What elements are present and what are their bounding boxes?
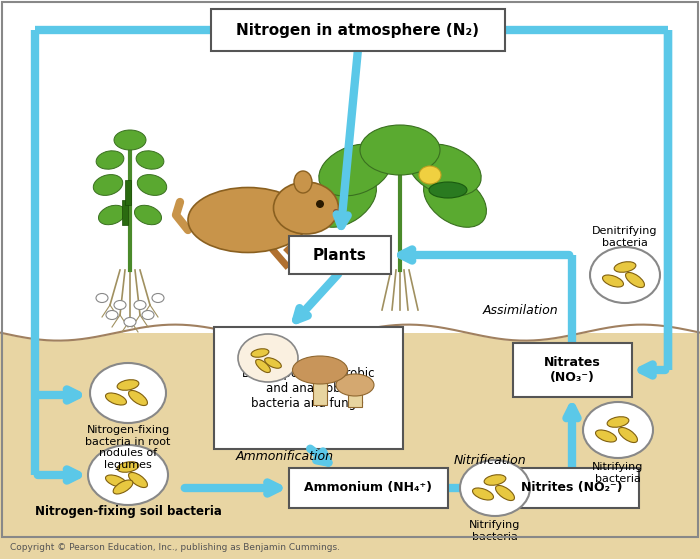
FancyBboxPatch shape [289, 236, 391, 274]
Ellipse shape [113, 480, 133, 494]
Ellipse shape [88, 445, 168, 505]
Ellipse shape [134, 205, 162, 225]
Ellipse shape [117, 462, 139, 472]
Ellipse shape [318, 144, 391, 196]
Ellipse shape [142, 310, 154, 320]
Ellipse shape [256, 359, 270, 372]
Text: Copyright © Pearson Education, Inc., publishing as Benjamin Cummings.: Copyright © Pearson Education, Inc., pub… [10, 543, 340, 552]
Ellipse shape [106, 475, 127, 487]
Circle shape [333, 209, 339, 215]
Text: Assimilation: Assimilation [482, 304, 558, 316]
Ellipse shape [106, 393, 127, 405]
FancyBboxPatch shape [211, 9, 505, 51]
Circle shape [316, 200, 324, 208]
Ellipse shape [152, 293, 164, 302]
Ellipse shape [114, 130, 146, 150]
Ellipse shape [473, 488, 494, 500]
Ellipse shape [496, 485, 514, 500]
Ellipse shape [137, 174, 167, 196]
Ellipse shape [93, 174, 122, 196]
Bar [125, 180, 131, 205]
Text: Denitrifying
bacteria: Denitrifying bacteria [592, 226, 658, 248]
Text: Nitrates
(NO₃⁻): Nitrates (NO₃⁻) [544, 356, 601, 384]
Text: Ammonification: Ammonification [236, 451, 334, 463]
Ellipse shape [409, 144, 481, 196]
Ellipse shape [129, 472, 148, 487]
Text: Decomposers (aerobic
and anaerobic
bacteria and fungi): Decomposers (aerobic and anaerobic bacte… [241, 367, 374, 410]
Ellipse shape [106, 310, 118, 320]
Ellipse shape [626, 272, 645, 287]
Text: Nitrites (NO₂⁻): Nitrites (NO₂⁻) [522, 481, 623, 495]
Text: Plants: Plants [313, 248, 367, 263]
Ellipse shape [188, 187, 308, 253]
Text: Nitrogen-fixing soil bacteria: Nitrogen-fixing soil bacteria [34, 505, 221, 519]
FancyBboxPatch shape [214, 327, 402, 449]
Ellipse shape [596, 430, 617, 442]
Text: Ammonium (NH₄⁺): Ammonium (NH₄⁺) [304, 481, 432, 495]
Bar [348, 385, 362, 407]
Ellipse shape [114, 301, 126, 310]
Ellipse shape [590, 247, 660, 303]
Ellipse shape [336, 374, 374, 396]
Text: Nitrogen-fixing
bacteria in root
nodules of
legumes: Nitrogen-fixing bacteria in root nodules… [85, 425, 171, 470]
Bar [313, 370, 327, 405]
Ellipse shape [583, 402, 653, 458]
Ellipse shape [293, 356, 347, 384]
Bar [0, 333, 700, 559]
Ellipse shape [96, 151, 124, 169]
Ellipse shape [607, 416, 629, 427]
Text: Nitrification: Nitrification [454, 453, 526, 467]
Bar [122, 200, 128, 225]
Ellipse shape [238, 334, 298, 382]
Ellipse shape [314, 173, 377, 228]
Text: Nitrifying
bacteria: Nitrifying bacteria [592, 462, 644, 484]
Ellipse shape [360, 125, 440, 175]
Bar [0, 0, 700, 333]
FancyBboxPatch shape [512, 343, 631, 397]
Ellipse shape [294, 171, 312, 193]
Ellipse shape [129, 391, 148, 405]
Ellipse shape [99, 205, 125, 225]
FancyBboxPatch shape [505, 468, 639, 508]
Ellipse shape [134, 301, 146, 310]
Ellipse shape [90, 363, 166, 423]
Ellipse shape [614, 262, 636, 272]
Ellipse shape [429, 182, 467, 198]
Ellipse shape [117, 380, 139, 390]
Ellipse shape [603, 275, 624, 287]
Ellipse shape [124, 318, 136, 326]
Ellipse shape [274, 182, 339, 234]
Ellipse shape [424, 173, 486, 228]
Ellipse shape [96, 293, 108, 302]
Ellipse shape [419, 166, 441, 184]
Ellipse shape [265, 358, 281, 368]
Ellipse shape [251, 349, 269, 357]
Ellipse shape [484, 475, 506, 485]
FancyBboxPatch shape [288, 468, 447, 508]
Ellipse shape [136, 151, 164, 169]
Ellipse shape [619, 428, 638, 443]
Ellipse shape [460, 460, 530, 516]
Text: Nitrogen in atmosphere (N₂): Nitrogen in atmosphere (N₂) [237, 22, 480, 37]
Text: Nitrifying
bacteria: Nitrifying bacteria [469, 520, 521, 542]
